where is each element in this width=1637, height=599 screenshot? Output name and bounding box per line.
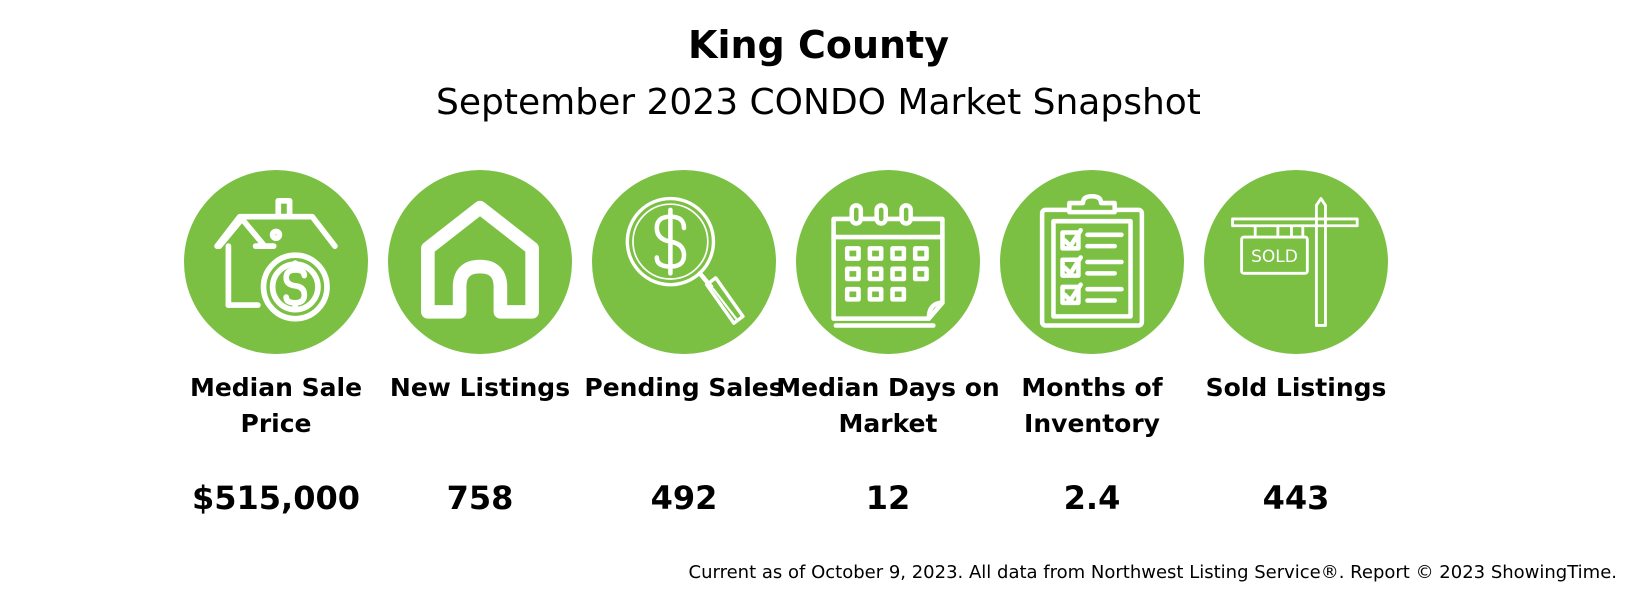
stat-median-days-on-market: Median Days on Market 12 xyxy=(768,170,1008,530)
stat-pending-sales: Pending Sales 492 xyxy=(564,170,804,530)
stat-value: 443 xyxy=(1262,479,1330,517)
stat-icon-circle xyxy=(1000,170,1184,354)
stat-value: 758 xyxy=(446,479,514,517)
stat-label: New Listings xyxy=(389,373,571,402)
page-subtitle: September 2023 CONDO Market Snapshot xyxy=(436,82,1201,123)
house-dollar-icon xyxy=(214,197,338,322)
stat-icon-circle xyxy=(388,170,572,354)
stat-icon-circle: SOLD xyxy=(1204,170,1388,354)
stat-label: Sold Listings xyxy=(1205,373,1387,402)
stat-icon-circle xyxy=(796,170,980,354)
house-icon xyxy=(421,200,539,319)
stat-value: 2.4 xyxy=(1063,479,1121,517)
stat-label: Pending Sales xyxy=(584,373,784,402)
stat-new-listings: New Listings 758 xyxy=(360,170,600,530)
calendar-icon xyxy=(831,203,945,328)
sold-sign-icon: SOLD xyxy=(1231,197,1359,327)
stat-label: Months of Inventory xyxy=(1021,373,1163,438)
magnifier-dollar-icon xyxy=(625,196,745,325)
stat-label: Median Sale Price xyxy=(189,373,363,438)
footer-note: Current as of October 9, 2023. All data … xyxy=(688,562,1617,583)
sold-sign-text: SOLD xyxy=(1251,247,1298,267)
stat-icon-circle xyxy=(184,170,368,354)
stat-months-of-inventory: Months of Inventory 2.4 xyxy=(972,170,1212,530)
stat-label: Median Days on Market xyxy=(776,373,1000,438)
stat-value: $515,000 xyxy=(191,479,360,517)
stat-median-sale-price: Median Sale Price $515,000 xyxy=(156,170,396,530)
stat-value: 12 xyxy=(865,479,911,517)
stat-sold-listings: SOLD Sold Listings 443 xyxy=(1176,170,1416,530)
clipboard-checklist-icon xyxy=(1039,194,1145,328)
stat-value: 492 xyxy=(650,479,718,517)
stat-icon-circle xyxy=(592,170,776,354)
page-title: King County xyxy=(688,23,949,67)
